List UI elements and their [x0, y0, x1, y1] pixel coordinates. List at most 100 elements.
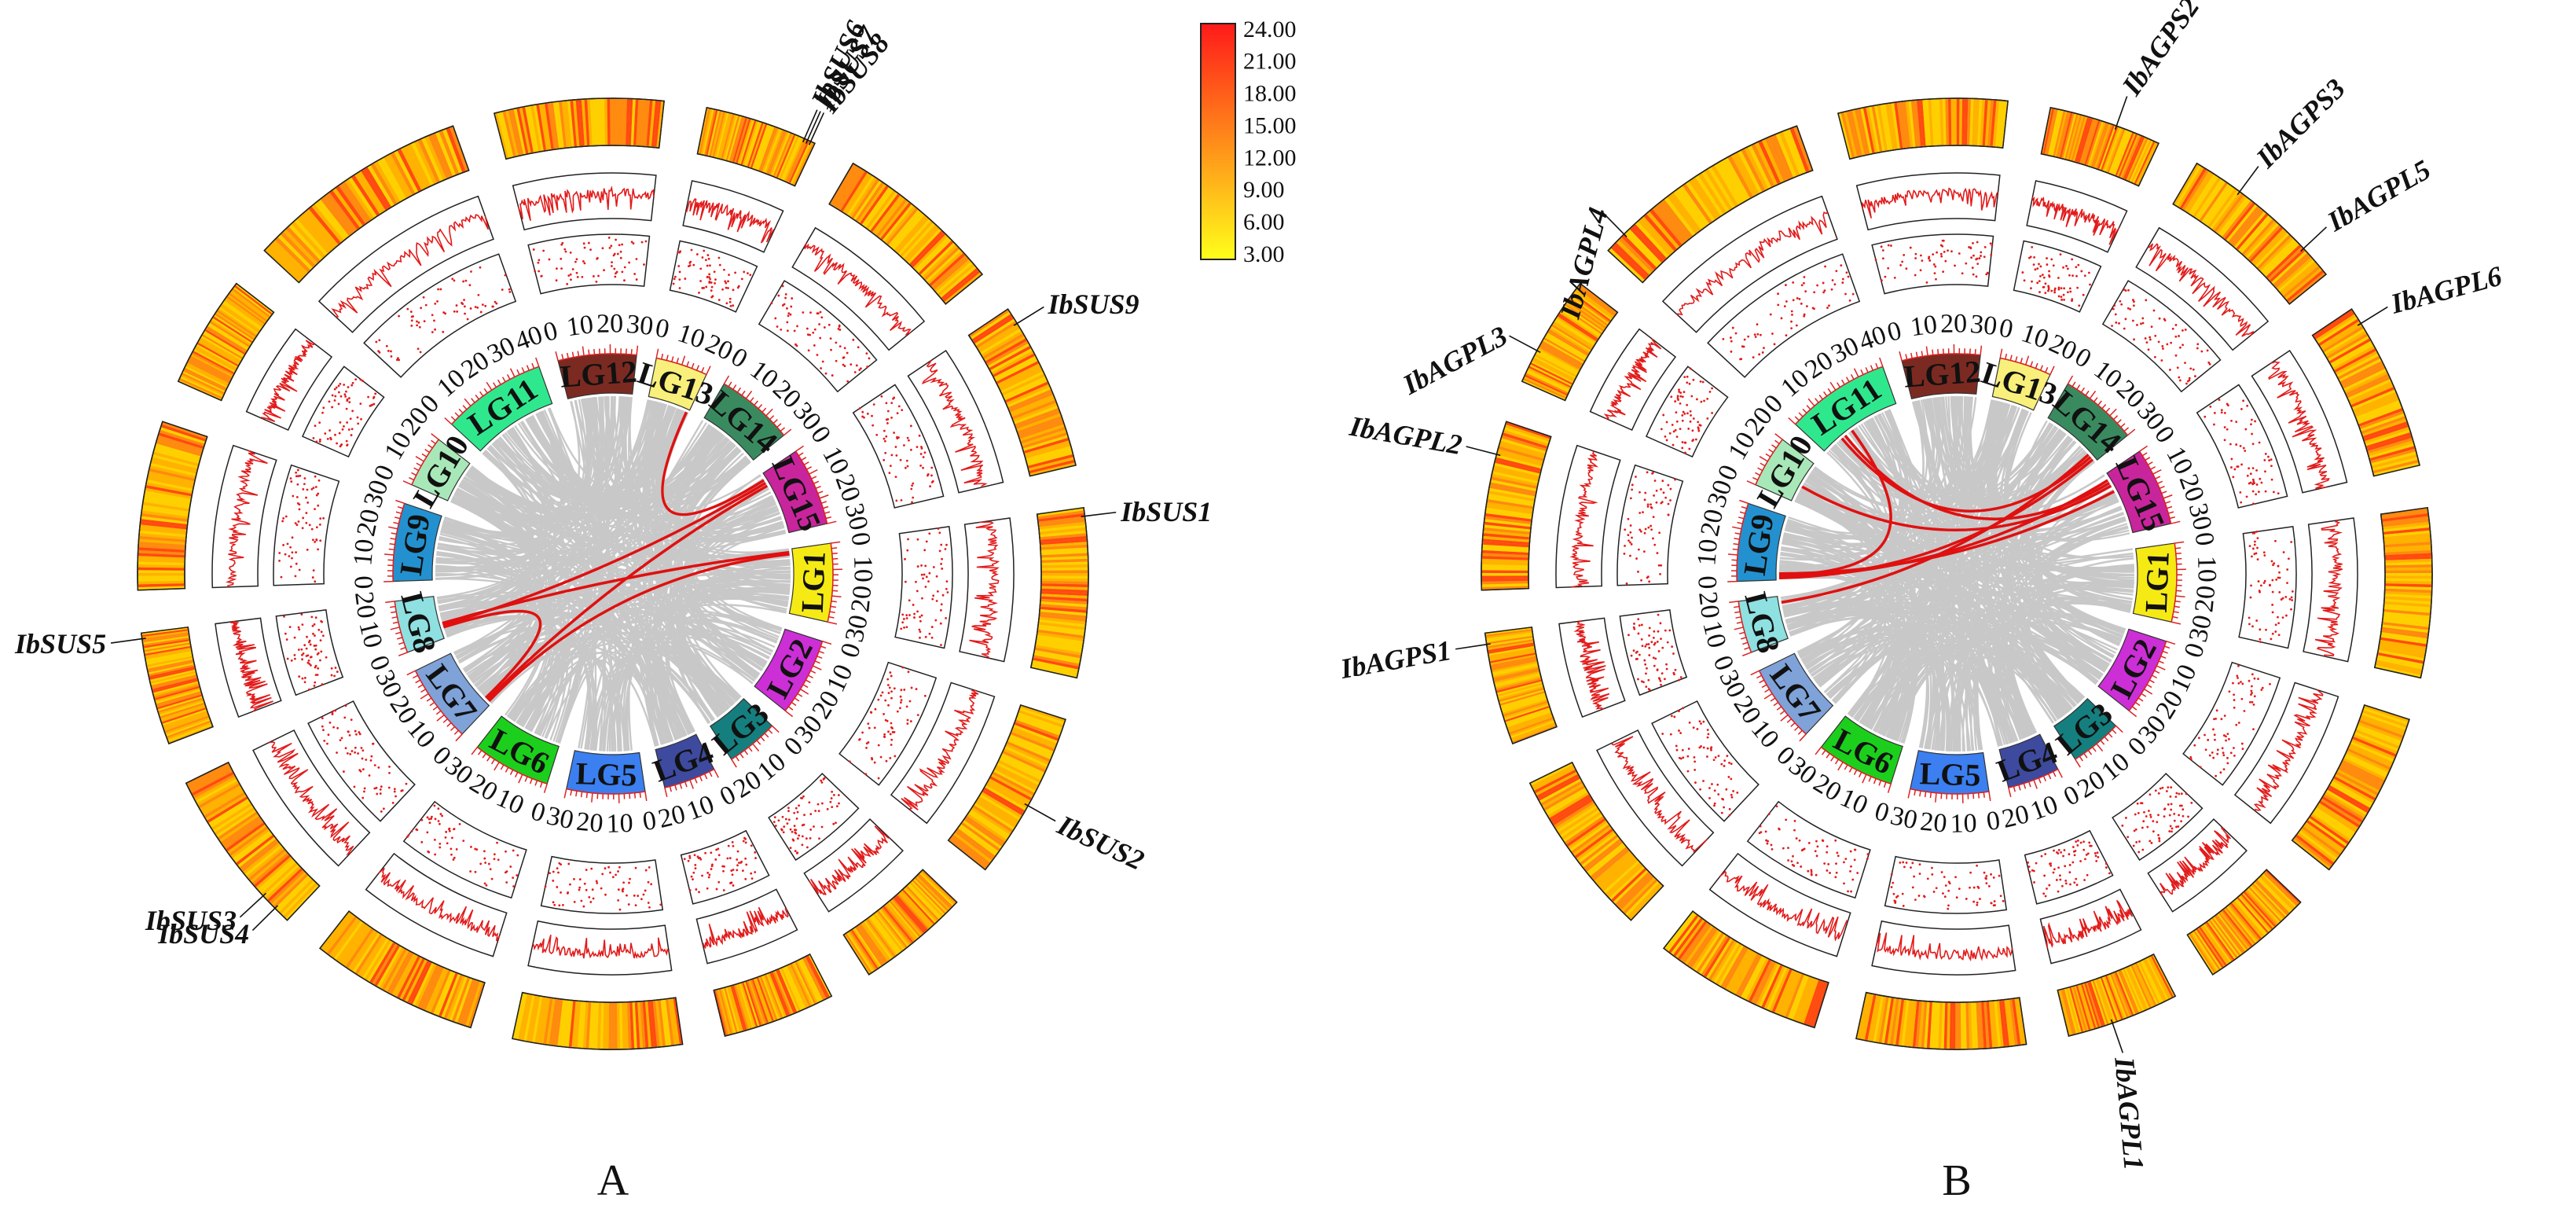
synteny-link: [1987, 648, 2075, 747]
gene-label: IbAGPL3: [1397, 320, 1513, 401]
chromosome-tick-label: 30: [2184, 612, 2218, 645]
gene-pair-link: [1778, 490, 2115, 575]
chromosome-tick-label: 10: [353, 618, 387, 651]
synteny-link: [2025, 437, 2134, 586]
synteny-link: [1925, 396, 1970, 749]
synteny-link: [2009, 602, 2131, 735]
synteny-link: [435, 568, 590, 750]
chromosome-tick-label: 10: [348, 538, 380, 567]
synteny-link: [468, 422, 707, 680]
synteny-link: [617, 587, 791, 751]
gene-label: IbAGPS1: [1338, 634, 1454, 685]
synteny-link: [1989, 401, 2125, 635]
synteny-link: [1787, 519, 2036, 734]
synteny-link: [439, 600, 770, 660]
synteny-link: [514, 424, 736, 506]
legend-tick-label: 6.00: [1243, 209, 1285, 235]
chromosome-tick-label: 10: [848, 555, 878, 582]
gene-label: IbSUS2: [1052, 809, 1149, 876]
synteny-link: [435, 471, 534, 568]
chromosome-tick-label: 30: [625, 310, 655, 341]
scatter-track: [540, 855, 664, 914]
synteny-link: [1789, 445, 1887, 634]
gene-label: IbAGPL1: [2108, 1055, 2149, 1171]
scatter-track: [307, 700, 416, 822]
gene-pair-link: [442, 550, 790, 625]
synteny-link: [1924, 621, 2123, 749]
chromosome-label: LG1: [794, 551, 832, 614]
chromosome-label: LG8: [394, 589, 443, 656]
synteny-link: [1922, 399, 2075, 500]
legend-tick-label: 9.00: [1243, 177, 1285, 203]
chromosome-tick-label: 10: [1909, 310, 1939, 342]
synteny-link: [1824, 505, 2122, 693]
synteny-link: [494, 399, 588, 500]
legend-color-bar: [1200, 23, 1236, 260]
synteny-link: [540, 410, 672, 743]
chromosome-tick-label: 10: [683, 790, 718, 827]
scatter-track: [758, 280, 878, 393]
synteny-link: [1803, 620, 2104, 676]
chromosome-tick-label: 10: [565, 310, 596, 342]
line-track: [211, 444, 277, 589]
scatter-track: [2013, 240, 2102, 313]
chromosome-tick-label: 20: [1919, 807, 1948, 839]
gene-pair-link: [661, 411, 765, 516]
gene-label: IbSUS5: [14, 628, 106, 660]
panel-letter-b: B: [1942, 1156, 1971, 1205]
synteny-link: [1874, 656, 1982, 751]
synteny-link: [1933, 397, 1975, 751]
synteny-link: [442, 490, 533, 544]
chromosome-tick-label: 10: [2027, 790, 2062, 827]
synteny-link: [506, 494, 773, 718]
synteny-link: [1797, 493, 2123, 638]
synteny-link: [445, 616, 565, 737]
chromosome-tick-label: 0: [653, 313, 672, 344]
scatter-track: [2238, 526, 2297, 649]
synteny-link: [443, 498, 776, 629]
synteny-link: [1947, 396, 1954, 751]
gene-pair-link: [487, 553, 790, 703]
chromosome-tick-label: 20: [1999, 799, 2032, 834]
chromosome-tick-label: 20: [1940, 309, 1967, 338]
chromosome-tick-label: 0: [2189, 531, 2219, 548]
synteny-link: [1926, 398, 2017, 490]
synteny-link: [675, 487, 769, 718]
legend-tick-label: 18.00: [1243, 81, 1297, 107]
synteny-link: [1973, 600, 2132, 751]
synteny-link: [2024, 440, 2124, 638]
scatter-track: [894, 526, 953, 649]
scatter-track: [301, 366, 385, 458]
scatter-track: [273, 464, 340, 586]
scatter-track: [1707, 253, 1861, 378]
line-track: [512, 172, 657, 231]
gene-label: IbAGPL6: [2387, 260, 2504, 320]
synteny-link: [655, 410, 731, 708]
synteny-link: [2037, 491, 2126, 630]
synteny-link: [1850, 396, 1968, 718]
line-track: [1871, 920, 2016, 976]
line-track: [1708, 852, 1851, 957]
synteny-link: [645, 424, 711, 744]
scatter-track: [363, 253, 517, 378]
gene-label: IbSUS1: [1120, 496, 1212, 527]
scatter-track: [852, 384, 945, 509]
synteny-link: [1785, 523, 1917, 744]
synteny-link: [458, 396, 603, 663]
gene-pair-links: [1778, 429, 2115, 604]
chromosome-tick-label: 0: [1997, 313, 2016, 344]
chromosome-tick-label: 10: [1950, 809, 1977, 839]
